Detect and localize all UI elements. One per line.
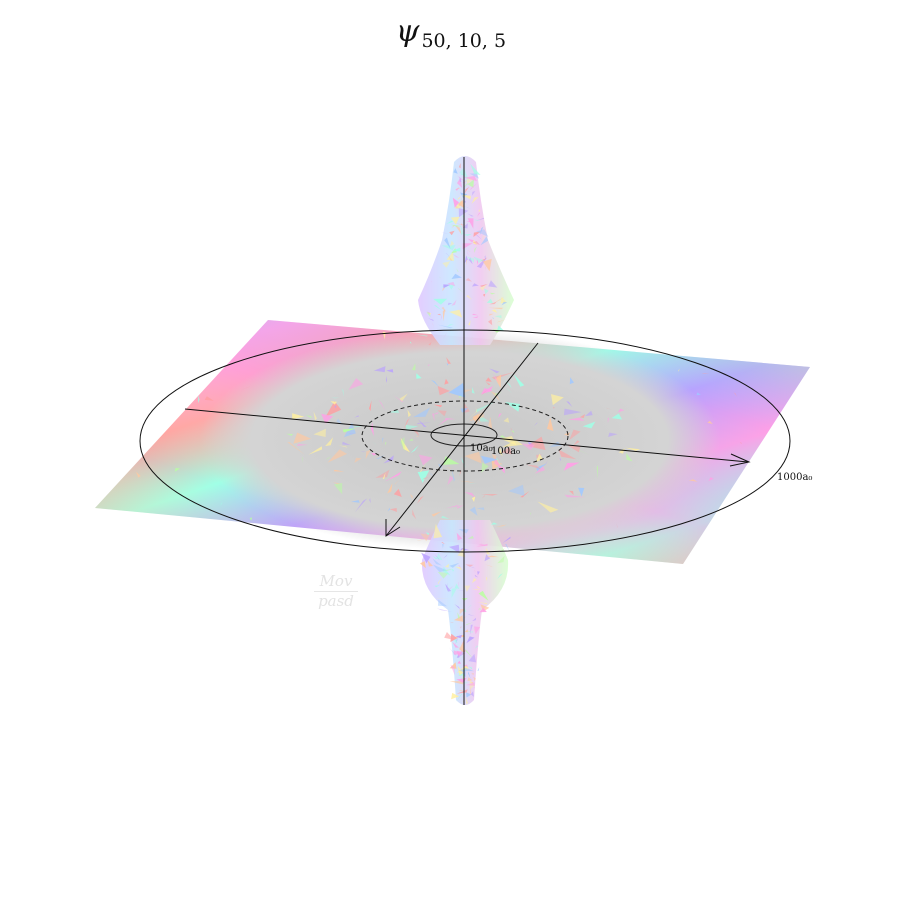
facet-shard: [477, 667, 479, 670]
label-10a0: 10a₀: [470, 443, 493, 454]
label-100a0: 100a₀: [491, 446, 520, 457]
label-1000a0: 1000a₀: [777, 472, 812, 483]
watermark-bottom: pasd: [318, 592, 354, 610]
title-symbol: ψ: [396, 14, 420, 49]
lower-lobe: [422, 520, 508, 705]
core-density-disk: [200, 330, 720, 550]
watermark-top: Mov: [320, 572, 353, 590]
title-subscript: 50, 10, 5: [421, 30, 506, 52]
faint-watermark: Mov pasd: [312, 573, 360, 610]
